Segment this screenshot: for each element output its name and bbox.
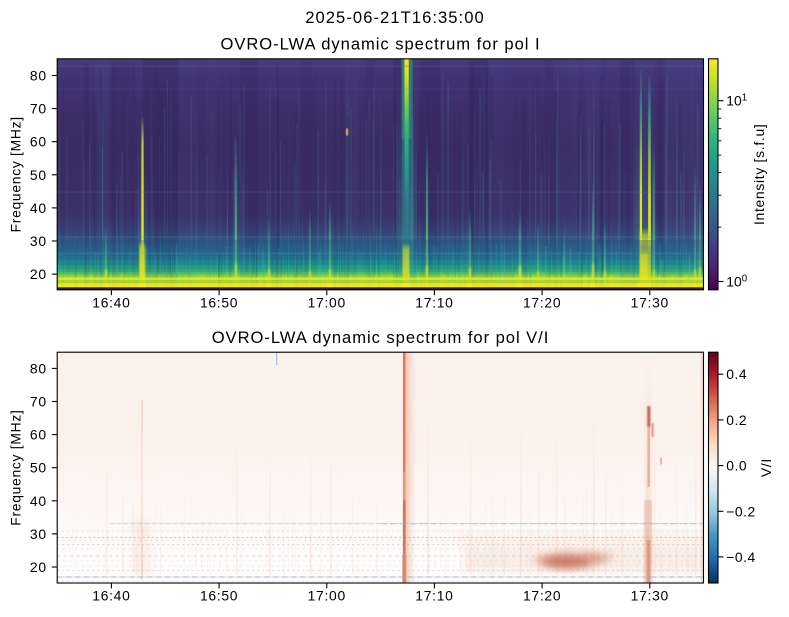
svg-text:60: 60 [30,427,47,443]
svg-text:50: 50 [30,167,47,183]
svg-text:20: 20 [30,559,47,575]
svg-text:16:50: 16:50 [200,294,238,310]
svg-text:20: 20 [30,266,47,282]
svg-text:80: 80 [30,68,47,84]
svg-text:17:10: 17:10 [415,294,453,310]
svg-text:60: 60 [30,134,47,150]
svg-text:30: 30 [30,233,47,249]
svg-text:40: 40 [30,200,47,216]
svg-text:16:40: 16:40 [92,294,130,310]
svg-text:17:10: 17:10 [415,588,453,604]
svg-text:17:00: 17:00 [308,588,346,604]
svg-text:17:30: 17:30 [631,588,669,604]
svg-text:V/I: V/I [758,458,774,477]
svg-text:Intensity [s.f.u]: Intensity [s.f.u] [751,124,767,225]
svg-text:80: 80 [30,360,47,376]
svg-text:OVRO-LWA dynamic spectrum for: OVRO-LWA dynamic spectrum for pol I [220,35,540,54]
svg-text:−0.2: −0.2 [726,503,755,519]
svg-text:−0.4: −0.4 [726,549,755,565]
svg-text:0.4: 0.4 [726,366,747,382]
svg-text:17:30: 17:30 [631,294,669,310]
svg-text:17:20: 17:20 [523,588,561,604]
svg-text:0.0: 0.0 [726,458,747,474]
svg-text:50: 50 [30,460,47,476]
svg-text:70: 70 [30,101,47,117]
svg-text:2025-06-21T16:35:00: 2025-06-21T16:35:00 [305,8,485,27]
svg-text:OVRO-LWA dynamic spectrum for: OVRO-LWA dynamic spectrum for pol V/I [212,328,550,347]
svg-text:70: 70 [30,394,47,410]
svg-text:16:50: 16:50 [200,588,238,604]
svg-text:0.2: 0.2 [726,412,747,428]
svg-text:Frequency [MHz]: Frequency [MHz] [8,409,24,525]
svg-text:40: 40 [30,493,47,509]
svg-text:16:40: 16:40 [92,588,130,604]
svg-text:17:00: 17:00 [308,294,346,310]
svg-text:Frequency [MHz]: Frequency [MHz] [8,116,24,232]
svg-text:17:20: 17:20 [523,294,561,310]
svg-text:30: 30 [30,526,47,542]
